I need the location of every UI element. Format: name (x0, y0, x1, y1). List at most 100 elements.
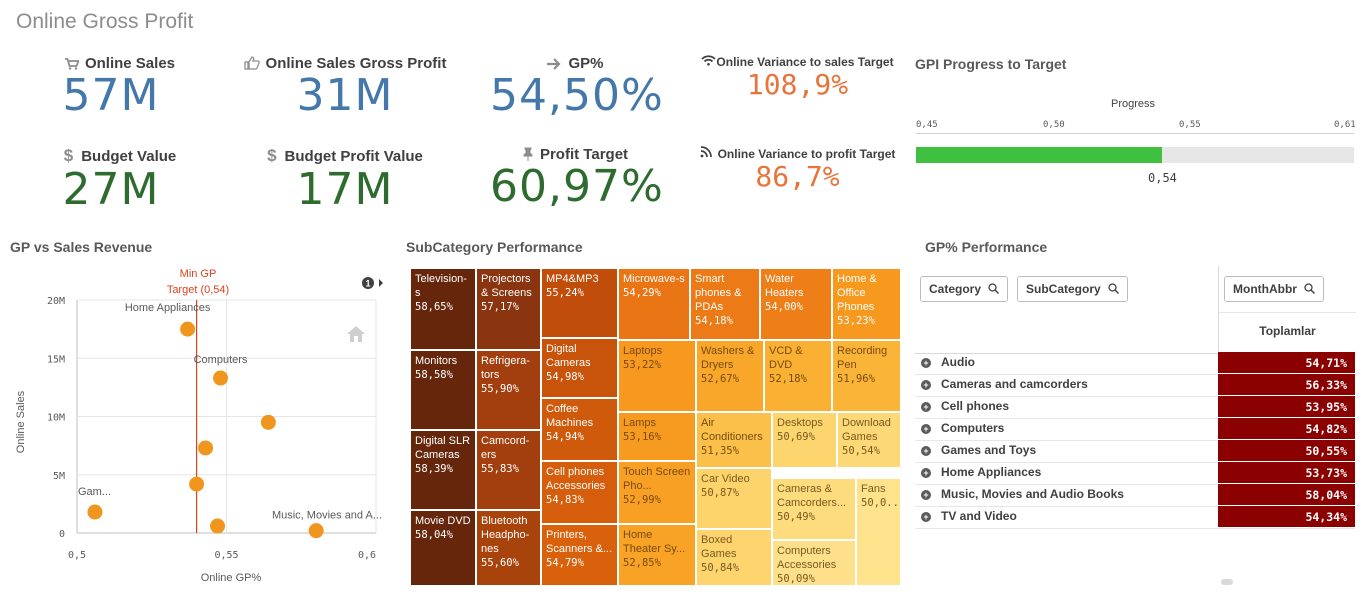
scatter-point[interactable] (260, 414, 276, 430)
expand-icon[interactable]: + (921, 424, 931, 434)
scatter-point[interactable] (198, 440, 214, 456)
pivot-row[interactable]: + Computers 54,82% (915, 418, 1355, 441)
thumbs-up-icon (243, 56, 260, 70)
treemap-cell[interactable]: Washers & Dryers 52,67% (696, 340, 764, 412)
chip-category[interactable]: Category (920, 276, 1009, 302)
treemap-cell[interactable]: Download Games 50,54% (837, 412, 901, 468)
treemap-cell[interactable]: Boxed Games 50,84% (696, 529, 772, 586)
treemap-cell[interactable]: Car Video 50,87% (696, 468, 772, 529)
pivot-row[interactable]: + Music, Movies and Audio Books 58,04% (915, 484, 1355, 507)
info-badge[interactable]: 1 (362, 277, 383, 289)
kpi-profit-target[interactable]: Profit Target 60,97% (490, 146, 664, 212)
kpi-label: Profit Target (539, 146, 629, 163)
scrollbar-handle[interactable] (1221, 579, 1233, 585)
x-tick-label: 0,55 (214, 550, 238, 561)
kpi-budget-value[interactable]: $ Budget Value 27M (40, 146, 200, 214)
chip-label: Category (929, 282, 982, 296)
kpi-value: 60,97% (490, 161, 664, 212)
kpi-online-sales-gross-profit[interactable]: Online Sales Gross Profit 31M (240, 55, 450, 120)
treemap-cell[interactable]: Projectors & Screens 57,17% (476, 268, 541, 350)
kpi-budget-profit-value[interactable]: $ Budget Profit Value 17M (240, 146, 450, 214)
scatter-chart[interactable]: Min GP Target (0,54) 1 0 5M 10M 15M 20M 0,5 0,… (0, 262, 395, 592)
treemap-cell[interactable]: MP4&MP3 55,24% (541, 268, 618, 338)
y-tick-label: 20M (47, 296, 65, 307)
treemap-cell[interactable]: Lamps 53,16% (618, 412, 696, 461)
expand-icon[interactable]: + (921, 380, 931, 390)
pivot-row-label: + TV and Video (921, 509, 1017, 523)
treemap-cell[interactable]: Digital Cameras 54,98% (541, 338, 618, 398)
expand-icon[interactable]: + (921, 512, 931, 522)
pivot-row-label: + Audio (921, 355, 975, 369)
treemap-cell[interactable]: Computers Accessories 50,09% (772, 540, 856, 586)
treemap-chart[interactable]: Television-s 58,65% Monitors 58,58% Digital … (410, 268, 901, 586)
treemap-cell[interactable]: Microwave-s 54,29% (618, 268, 690, 340)
pivot-row[interactable]: + Home Appliances 53,73% (915, 462, 1355, 485)
treemap-cell[interactable]: Digital SLR Cameras 58,39% (410, 430, 476, 510)
chip-monthabbr[interactable]: MonthAbbr (1224, 276, 1325, 302)
treemap-cell[interactable]: VCD & DVD 52,18% (764, 340, 832, 412)
treemap-cell[interactable]: Coffee Machines 54,94% (541, 398, 618, 461)
treemap-cell-label: Cameras & Camcorders... (777, 483, 847, 509)
treemap-cell[interactable]: Laptops 53,22% (618, 340, 696, 412)
kpi-variance-profit[interactable]: Online Variance to profit Target 86,7% (690, 146, 905, 193)
treemap-cell[interactable]: Refrigera-tors 55,90% (476, 350, 541, 430)
expand-icon[interactable]: + (921, 446, 931, 456)
scatter-point[interactable] (210, 518, 226, 534)
treemap-cell[interactable]: Touch Screen Pho... 52,99% (618, 461, 696, 524)
treemap-cell[interactable]: Air Conditioners 51,35% (696, 412, 772, 468)
treemap-cell[interactable]: Home & Office Phones 53,23% (832, 268, 901, 340)
kpi-variance-sales[interactable]: Online Variance to sales Target 108,9% (690, 55, 905, 101)
expand-icon[interactable]: + (921, 468, 931, 478)
treemap-cell-label: Boxed Games (701, 534, 737, 560)
search-icon[interactable] (988, 283, 1000, 294)
treemap-cell[interactable]: Water Heaters 54,00% (760, 268, 832, 340)
scatter-point-label: Computers (194, 354, 248, 366)
pivot-row[interactable]: + Cameras and camcorders 56,33% (915, 374, 1355, 397)
chip-subcategory[interactable]: SubCategory (1017, 276, 1129, 302)
pivot-row[interactable]: + Audio 54,71% (915, 352, 1355, 375)
treemap-cell[interactable]: Smart phones & PDAs 54,18% (690, 268, 760, 340)
search-icon[interactable] (1108, 283, 1120, 294)
y-tick-label: 0 (59, 529, 65, 540)
treemap-cell[interactable]: Cameras & Camcorders... 50,49% (772, 478, 856, 540)
scatter-point[interactable] (87, 504, 103, 520)
expand-icon[interactable]: + (921, 490, 931, 500)
gpi-title: GPI Progress to Target (915, 56, 1067, 72)
kpi-online-sales[interactable]: Online Sales 57M (40, 55, 200, 120)
scatter-point[interactable] (308, 523, 324, 539)
kpi-gp-percent[interactable]: GP% 54,50% (490, 55, 663, 120)
treemap-cell[interactable]: Fans 50,0... (856, 478, 901, 586)
pivot-row[interactable]: + Games and Toys 50,55% (915, 440, 1355, 463)
treemap-cell-value: 58,58% (415, 369, 453, 381)
treemap-cell[interactable]: Home Theater Sy... 52,85% (618, 524, 696, 586)
treemap-cell-value: 53,22% (623, 359, 661, 371)
pivot-row[interactable]: + Cell phones 53,95% (915, 396, 1355, 419)
search-icon[interactable] (1304, 283, 1316, 294)
scatter-point[interactable] (213, 370, 229, 386)
treemap-cell[interactable]: Cell phones Accessories 54,83% (541, 461, 618, 524)
treemap-cell[interactable]: Printers, Scanners &... 54,79% (541, 524, 618, 586)
scatter-point[interactable] (189, 476, 205, 492)
gpi-tick: 0,55 (1179, 120, 1201, 130)
kpi-label: Budget Profit Value (284, 148, 423, 165)
pivot-row-value: 50,55% (1218, 440, 1355, 462)
treemap-cell[interactable]: Desktops 50,69% (772, 412, 837, 468)
treemap-cell-value: 55,90% (481, 383, 519, 395)
pivot-row[interactable]: + TV and Video 54,34% (915, 506, 1355, 529)
pivot-row-label: + Computers (921, 421, 1004, 435)
treemap-cell[interactable]: Monitors 58,58% (410, 350, 476, 430)
treemap-cell[interactable]: Recording Pen 51,96% (832, 340, 901, 412)
treemap-cell-label: Television-s (415, 273, 467, 299)
treemap-cell[interactable]: Television-s 58,65% (410, 268, 476, 350)
scatter-ticks: 0 5M 10M 15M 20M 0,5 0,55 0,6 (47, 296, 376, 561)
treemap-cell[interactable]: Bluetooth Headpho-nes 55,60% (476, 510, 541, 586)
expand-icon[interactable]: + (921, 358, 931, 368)
treemap-cell[interactable]: Camcord-ers 55,83% (476, 430, 541, 510)
scatter-point[interactable] (180, 321, 196, 337)
home-icon[interactable] (347, 326, 365, 342)
treemap-cell-label: Desktops (777, 417, 823, 429)
expand-icon[interactable]: + (921, 402, 931, 412)
treemap-cell[interactable]: Movie DVD 58,04% (410, 510, 476, 586)
treemap-title: SubCategory Performance (406, 239, 583, 255)
kpi-label: Budget Value (81, 148, 177, 165)
